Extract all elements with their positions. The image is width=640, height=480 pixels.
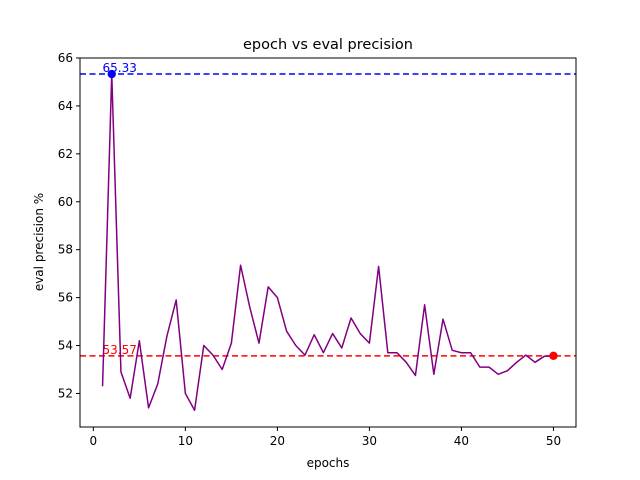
- y-tick-label: 66: [58, 51, 73, 65]
- x-tick-label: 30: [362, 434, 377, 448]
- y-tick-label: 56: [58, 291, 73, 305]
- x-tick-label: 40: [454, 434, 469, 448]
- y-tick-label: 52: [58, 386, 73, 400]
- axes: 0 10 20 30 40 50 52 54 56 58 60 62 64 66: [58, 51, 577, 448]
- y-tick-label: 60: [58, 195, 73, 209]
- y-tick-label: 58: [58, 243, 73, 257]
- y-tick-label: 62: [58, 147, 73, 161]
- data-marker: [107, 69, 116, 79]
- data-marker: [549, 351, 558, 361]
- y-axis-label: eval precision %: [32, 193, 46, 291]
- x-tick-label: 20: [270, 434, 285, 448]
- axes-frame: [79, 57, 577, 428]
- x-tick-label: 10: [178, 434, 193, 448]
- y-tick-label: 64: [58, 99, 73, 113]
- y-tick-label: 54: [58, 339, 73, 353]
- chart-title: epoch vs eval precision: [243, 37, 413, 53]
- x-axis-label: epochs: [307, 456, 350, 470]
- x-tick-label: 0: [90, 434, 98, 448]
- series-line: [101, 73, 554, 411]
- x-tick-label: 50: [546, 434, 561, 448]
